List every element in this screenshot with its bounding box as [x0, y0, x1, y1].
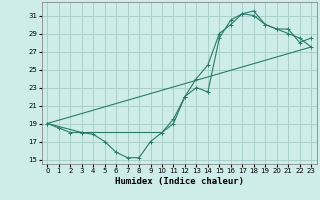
- X-axis label: Humidex (Indice chaleur): Humidex (Indice chaleur): [115, 177, 244, 186]
